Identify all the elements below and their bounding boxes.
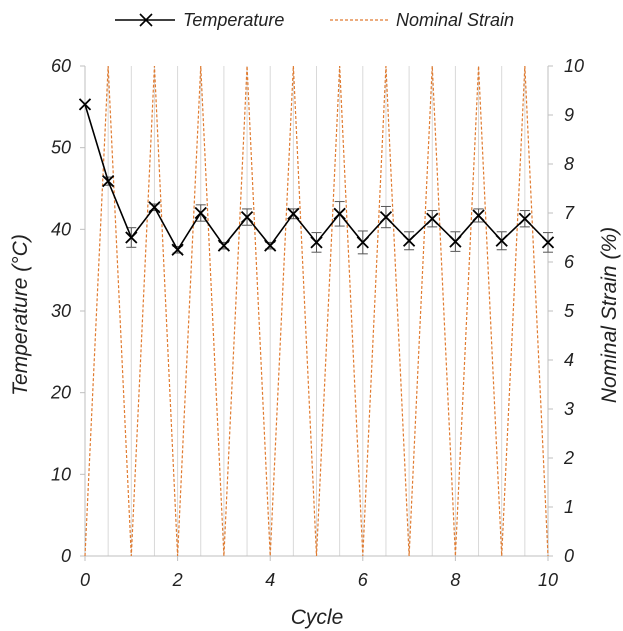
temperature-point: [240, 210, 254, 224]
x-axis-title: Cycle: [291, 606, 344, 629]
tick-labels: 0 10 20 30 40 50 60 0 1 2 3 4 5 6 7 8 9 10 0 2 4 6 8 10: [50, 56, 584, 590]
x-tick-label: 8: [450, 570, 460, 590]
y-left-tick-label: 30: [51, 301, 71, 321]
y-left-tick-label: 0: [61, 546, 71, 566]
temperature-point: [78, 98, 92, 111]
y-right-tick-label: 6: [564, 252, 575, 272]
temperature-point: [333, 207, 346, 220]
temperature-series: [78, 98, 555, 256]
x-tick-label: 6: [358, 570, 369, 590]
temperature-point: [194, 206, 207, 220]
temperature-point: [472, 209, 485, 222]
temperature-point: [217, 239, 231, 252]
y-right-axis-title: Nominal Strain (%): [598, 227, 621, 403]
strain-line: [84, 65, 549, 557]
y-left-tick-label: 10: [51, 464, 71, 484]
x-tick-label: 4: [265, 570, 275, 590]
y-right-tick-label: 0: [564, 546, 574, 566]
legend: Temperature Nominal Strain: [115, 10, 514, 30]
legend-temperature-label: Temperature: [183, 10, 284, 30]
temperature-point: [379, 210, 393, 224]
y-right-tick-label: 10: [564, 56, 584, 76]
y-right-tick-label: 2: [563, 448, 574, 468]
temperature-point: [426, 212, 439, 225]
y-right-tick-label: 3: [564, 399, 574, 419]
temperature-point: [310, 236, 323, 249]
y-left-tick-label: 20: [50, 383, 71, 403]
y-right-tick-label: 8: [564, 154, 574, 174]
temperature-point: [449, 235, 462, 248]
grid: [107, 66, 526, 556]
error-bars: [103, 176, 553, 255]
y-left-tick-label: 50: [51, 138, 71, 158]
y-right-tick-label: 9: [564, 105, 574, 125]
y-right-tick-label: 1: [564, 497, 574, 517]
x-tick-label: 10: [538, 570, 558, 590]
temperature-point: [102, 175, 115, 188]
y-left-tick-label: 60: [51, 56, 71, 76]
temperature-point: [518, 212, 531, 225]
temperature-point: [356, 236, 369, 249]
temperature-point: [541, 236, 555, 249]
y-left-axis-title: Temperature (°C): [9, 234, 32, 396]
temperature-point: [264, 239, 277, 252]
legend-strain-label: Nominal Strain: [396, 10, 514, 30]
y-right-tick-label: 7: [564, 203, 575, 223]
x-tick-label: 0: [80, 570, 90, 590]
temperature-point: [171, 243, 184, 256]
temperature-point: [402, 234, 416, 247]
temperature-point: [148, 201, 161, 214]
y-right-tick-label: 4: [564, 350, 574, 370]
legend-temperature-marker: [139, 13, 153, 27]
y-right-tick-label: 5: [564, 301, 575, 321]
temperature-point: [495, 234, 508, 247]
y-left-tick-label: 40: [51, 219, 71, 239]
temperature-point: [287, 207, 300, 220]
x-tick-label: 2: [172, 570, 183, 590]
strain-series: [84, 65, 549, 557]
temperature-point: [125, 231, 138, 244]
